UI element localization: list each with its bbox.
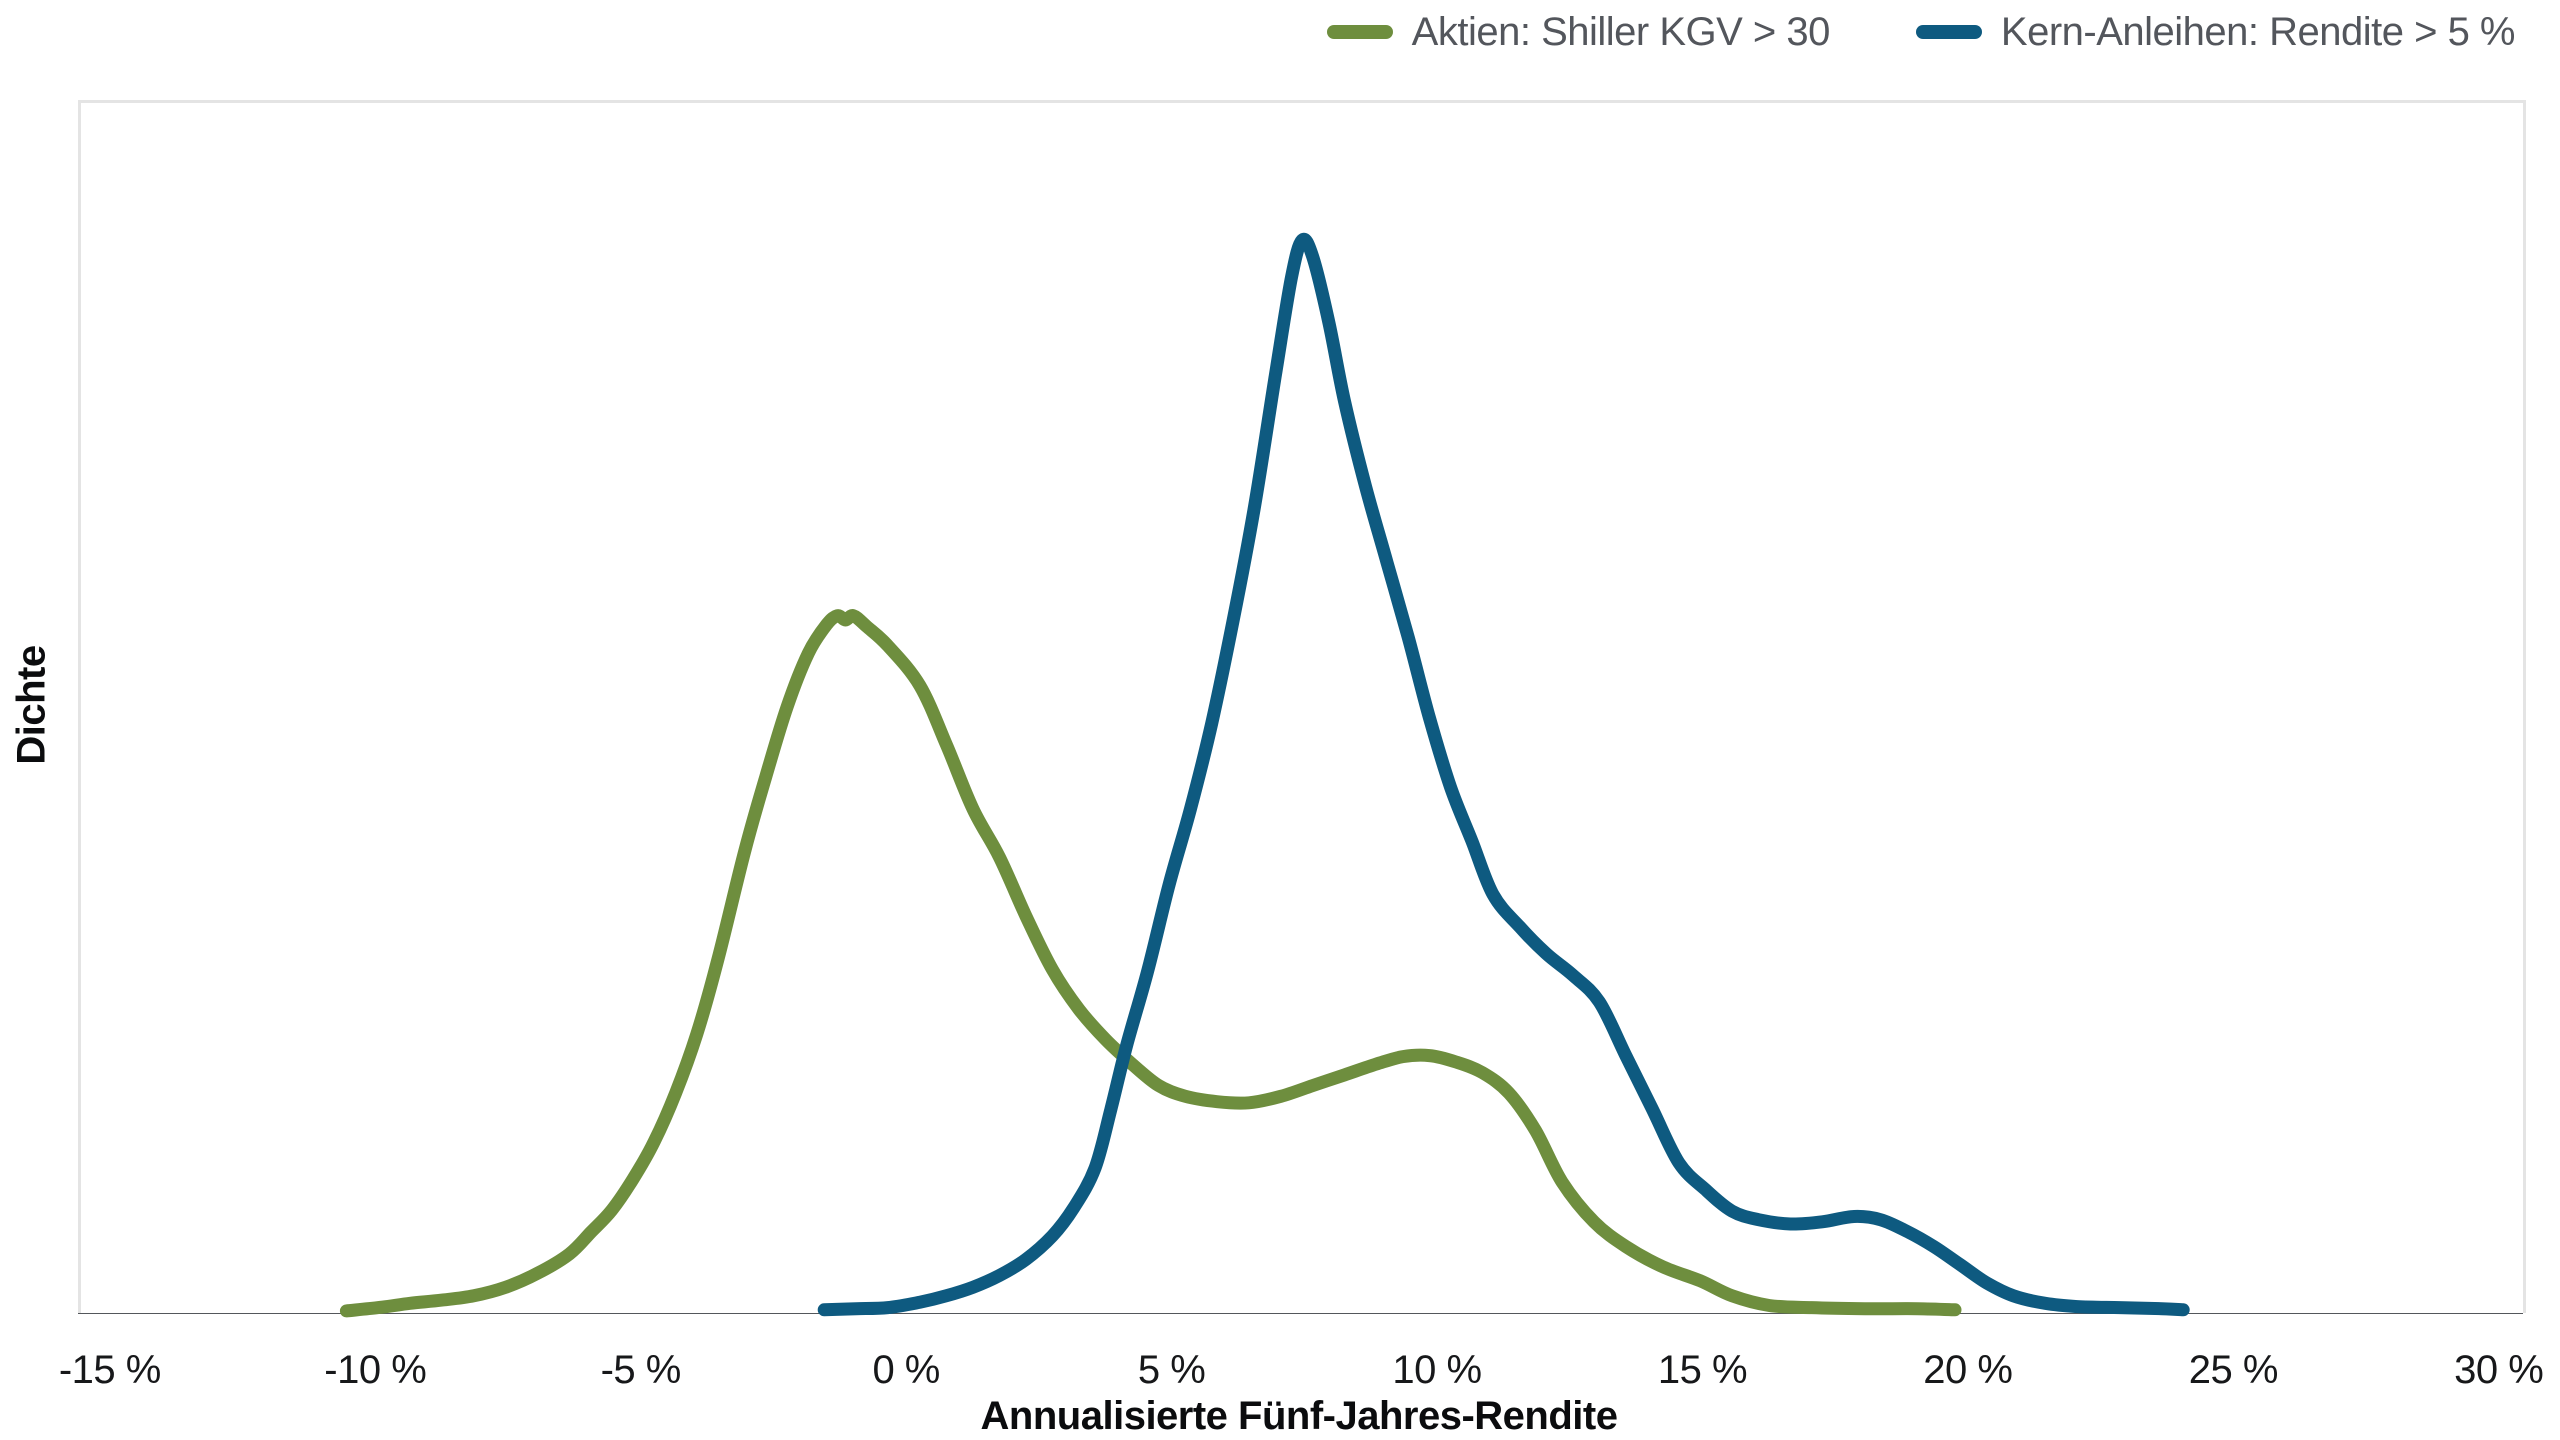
x-axis-title: Annualisierte Fünf-Jahres-Rendite <box>980 1394 1618 1438</box>
x-tick-label: 20 % <box>1923 1348 2013 1392</box>
legend-item-aktien: Aktien: Shiller KGV > 30 <box>1326 10 1831 54</box>
curve-kern-anleihen <box>817 232 2190 1317</box>
x-tick-label: 15 % <box>1657 1348 1748 1392</box>
x-tick-label: -10 % <box>324 1348 427 1392</box>
x-tick-label: 5 % <box>1137 1348 1206 1392</box>
legend-swatch-kern-anleihen-icon <box>1915 25 1982 39</box>
x-tick-label: -15 % <box>58 1348 162 1392</box>
x-tick-label: -5 % <box>600 1348 682 1392</box>
x-tick-label: 0 % <box>872 1348 940 1392</box>
curve-aktien <box>339 609 1962 1318</box>
legend-item-kern-anleihen: Kern-Anleihen: Rendite > 5 % <box>1915 10 2516 54</box>
density-curves <box>339 232 2190 1318</box>
legend-label-aktien: Aktien: Shiller KGV > 30 <box>1411 10 1831 54</box>
x-axis-ticks: -15 % -10 % -5 % 0 % 5 % 10 % 15 % 20 % 25 % 30 % <box>59 1346 2544 1396</box>
x-tick-label: 10 % <box>1392 1348 1482 1392</box>
y-axis-title: Dichte <box>9 645 54 765</box>
plot-area <box>78 100 2526 1318</box>
legend: Aktien: Shiller KGV > 30 Kern-Anleihen: … <box>1326 10 2516 54</box>
legend-label-kern-anleihen: Kern-Anleihen: Rendite > 5 % <box>2000 10 2516 54</box>
legend-swatch-aktien-icon <box>1326 25 1393 39</box>
x-tick-label: 30 % <box>2454 1348 2544 1392</box>
x-tick-label: 25 % <box>2188 1348 2279 1392</box>
